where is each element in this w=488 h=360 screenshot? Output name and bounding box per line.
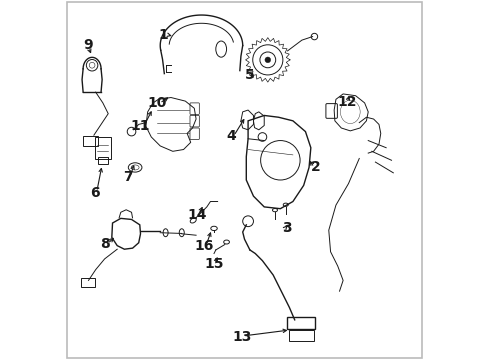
Text: 3: 3 [281,221,291,235]
Circle shape [264,57,270,63]
Text: 1: 1 [159,28,168,42]
Text: 13: 13 [231,330,251,344]
Text: 14: 14 [187,208,206,222]
Text: 10: 10 [147,95,166,109]
Text: 6: 6 [90,185,99,199]
Text: 11: 11 [130,119,149,133]
Text: 4: 4 [225,129,235,143]
Text: 9: 9 [83,38,93,52]
Text: 16: 16 [194,239,214,253]
Text: 7: 7 [123,170,133,184]
Text: 15: 15 [204,257,224,271]
Text: 12: 12 [337,95,356,109]
Text: 5: 5 [244,68,254,82]
Text: 8: 8 [100,237,110,251]
Text: 2: 2 [310,161,320,175]
